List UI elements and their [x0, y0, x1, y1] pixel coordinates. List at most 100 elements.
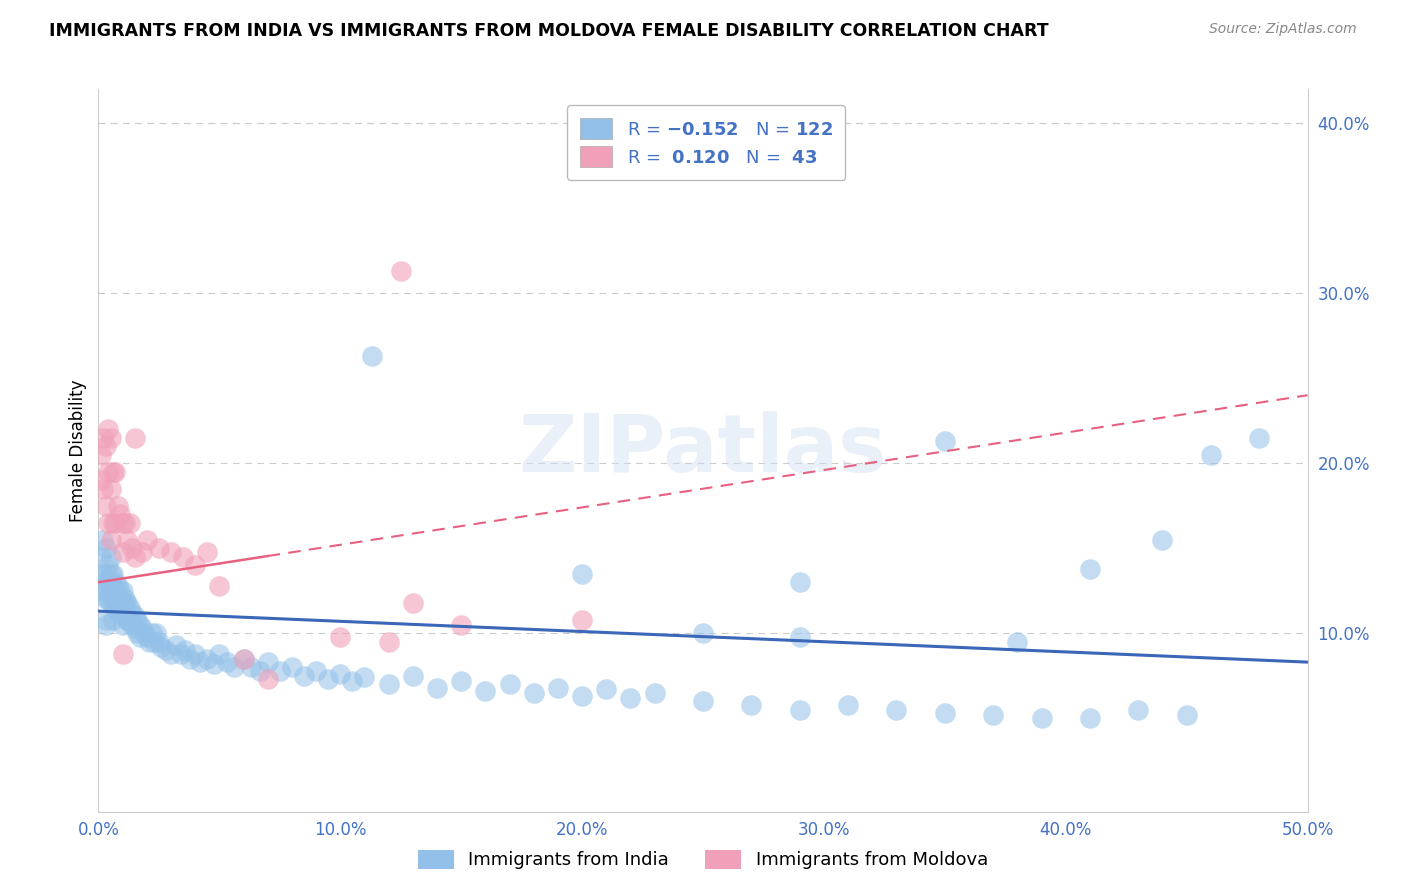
- Point: [91, 482, 114, 496]
- Point: [740, 698, 762, 712]
- Point: [232, 651, 254, 665]
- Point: [160, 544, 183, 558]
- Point: [174, 643, 197, 657]
- Point: [91, 533, 114, 547]
- Point: [1128, 703, 1150, 717]
- Point: [91, 583, 114, 598]
- Point: [100, 431, 122, 445]
- Point: [292, 669, 315, 683]
- Point: [145, 626, 167, 640]
- Point: [450, 617, 472, 632]
- Legend: R = $\mathbf{-0.152}$   N = $\mathbf{122}$, R =  $\mathbf{0.120}$   N =  $\mathb: R = $\mathbf{-0.152}$ N = $\mathbf{122}$…: [567, 105, 845, 179]
- Point: [135, 533, 157, 547]
- Point: [111, 647, 134, 661]
- Point: [118, 516, 141, 530]
- Point: [188, 655, 211, 669]
- Point: [131, 621, 153, 635]
- Point: [100, 566, 122, 581]
- Point: [90, 566, 112, 581]
- Point: [148, 541, 170, 556]
- Point: [107, 604, 129, 618]
- Point: [571, 613, 593, 627]
- Point: [619, 690, 641, 705]
- Point: [934, 434, 956, 449]
- Point: [934, 706, 956, 720]
- Point: [101, 516, 124, 530]
- Point: [124, 621, 146, 635]
- Point: [100, 482, 122, 496]
- Point: [90, 473, 112, 487]
- Point: [90, 549, 112, 564]
- Point: [117, 533, 139, 547]
- Point: [1031, 711, 1053, 725]
- Point: [1249, 431, 1271, 445]
- Point: [104, 592, 127, 607]
- Point: [118, 613, 141, 627]
- Point: [644, 686, 666, 700]
- Point: [377, 677, 399, 691]
- Point: [148, 634, 170, 648]
- Point: [117, 596, 139, 610]
- Point: [100, 596, 122, 610]
- Point: [886, 703, 908, 717]
- Point: [128, 630, 150, 644]
- Point: [101, 613, 124, 627]
- Point: [111, 617, 134, 632]
- Point: [121, 541, 143, 556]
- Point: [104, 465, 127, 479]
- Point: [134, 626, 156, 640]
- Point: [104, 516, 127, 530]
- Point: [474, 684, 496, 698]
- Point: [108, 606, 131, 620]
- Point: [305, 664, 328, 678]
- Point: [90, 448, 112, 462]
- Point: [389, 264, 412, 278]
- Point: [179, 651, 201, 665]
- Point: [195, 544, 218, 558]
- Point: [128, 617, 150, 632]
- Point: [111, 583, 134, 598]
- Point: [114, 516, 136, 530]
- Point: [94, 499, 117, 513]
- Text: Source: ZipAtlas.com: Source: ZipAtlas.com: [1209, 22, 1357, 37]
- Point: [172, 549, 194, 564]
- Point: [97, 558, 120, 573]
- Point: [523, 686, 546, 700]
- Point: [981, 707, 1004, 722]
- Point: [121, 606, 143, 620]
- Point: [143, 634, 166, 648]
- Point: [127, 626, 149, 640]
- Point: [353, 670, 375, 684]
- Point: [595, 682, 617, 697]
- Point: [124, 549, 146, 564]
- Point: [91, 575, 114, 590]
- Point: [111, 544, 134, 558]
- Point: [97, 465, 120, 479]
- Point: [1199, 448, 1222, 462]
- Point: [141, 626, 163, 640]
- Point: [94, 617, 117, 632]
- Point: [329, 667, 352, 681]
- Point: [1007, 634, 1029, 648]
- Point: [107, 579, 129, 593]
- Point: [108, 600, 131, 615]
- Point: [124, 609, 146, 624]
- Point: [256, 655, 278, 669]
- Point: [239, 660, 262, 674]
- Point: [94, 566, 117, 581]
- Point: [111, 600, 134, 615]
- Point: [107, 600, 129, 615]
- Point: [114, 609, 136, 624]
- Point: [114, 592, 136, 607]
- Point: [97, 575, 120, 590]
- Point: [107, 592, 129, 607]
- Point: [426, 681, 449, 695]
- Point: [94, 592, 117, 607]
- Point: [101, 566, 124, 581]
- Point: [104, 575, 127, 590]
- Point: [91, 431, 114, 445]
- Point: [104, 583, 127, 598]
- Point: [222, 660, 245, 674]
- Point: [249, 664, 271, 678]
- Point: [100, 533, 122, 547]
